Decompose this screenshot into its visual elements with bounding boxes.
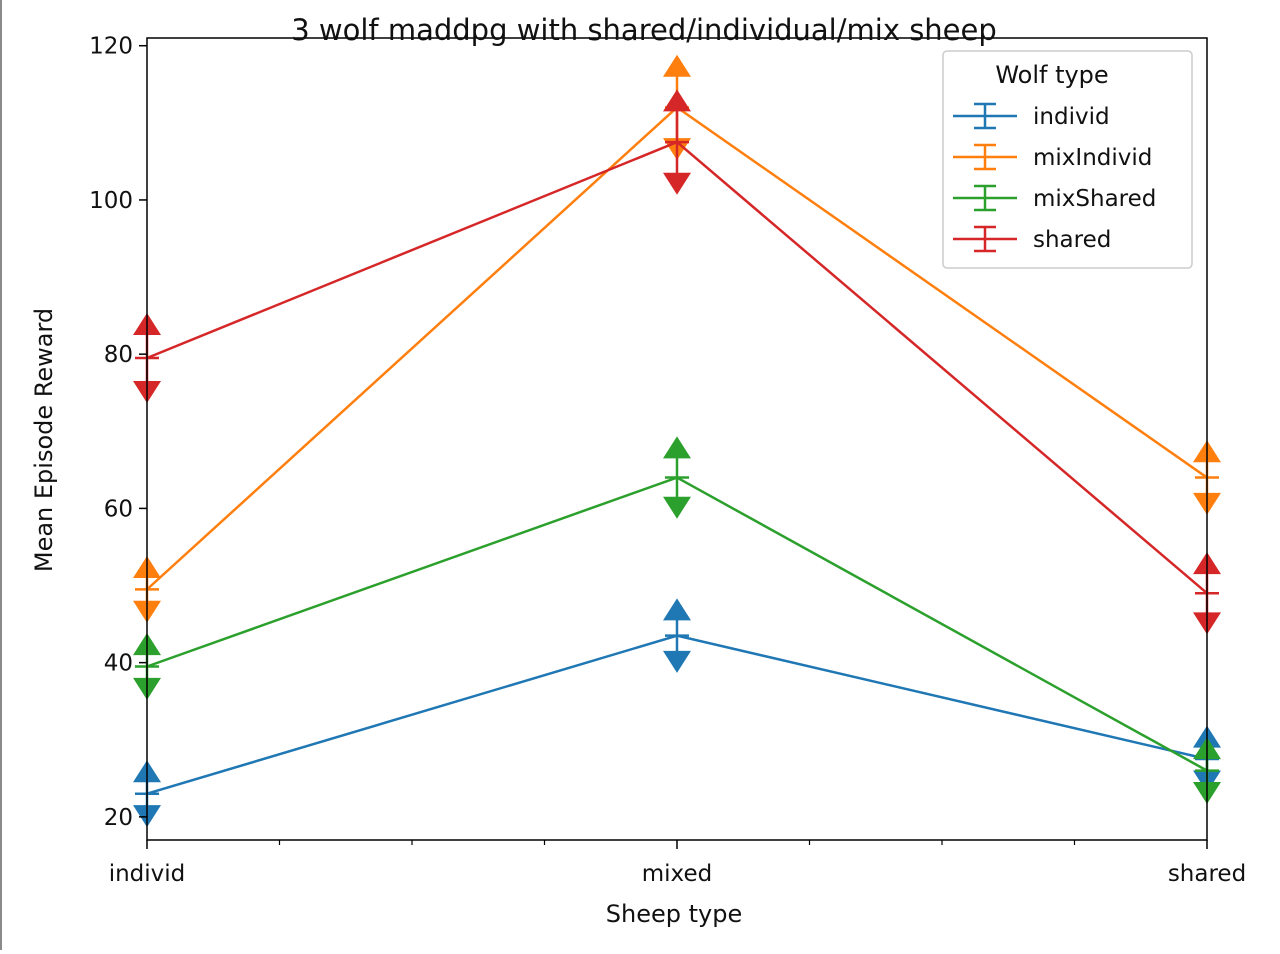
legend-entry-individ: individ — [953, 102, 1110, 130]
legend-box — [942, 50, 1193, 269]
error-cap-upper — [663, 436, 691, 459]
error-cap-lower — [663, 650, 691, 673]
x-tick-label: mixed — [642, 861, 712, 887]
y-axis-label: Mean Episode Reward — [30, 308, 58, 572]
y-tick-label: 20 — [104, 805, 133, 831]
legend-label: individ — [1033, 104, 1110, 130]
y-axis: 20 40 60 80 100 120 — [89, 34, 147, 831]
error-cap-upper — [663, 598, 691, 621]
series-individ — [133, 598, 1221, 828]
chart-title: 3 wolf maddpg with shared/individual/mix… — [291, 13, 997, 47]
error-cap-lower — [663, 496, 691, 519]
y-tick-label: 100 — [89, 188, 133, 214]
legend-label: mixShared — [1033, 186, 1156, 212]
y-tick-label: 80 — [104, 342, 133, 368]
error-cap-upper — [663, 89, 691, 112]
legend-entry-mixIndivid: mixIndivid — [953, 143, 1152, 171]
legend: Wolf type individ mixIndivid mixShared shar… — [942, 50, 1193, 269]
legend-entries: individ mixIndivid mixShared shared — [953, 102, 1156, 253]
legend-label: mixIndivid — [1033, 145, 1152, 171]
error-cap-lower — [663, 172, 691, 195]
y-tick-label: 120 — [89, 34, 133, 60]
error-cap-upper — [663, 54, 691, 77]
legend-entry-shared: shared — [953, 225, 1111, 253]
legend-title: Wolf type — [995, 61, 1108, 89]
x-axis: individ mixed shared — [109, 840, 1246, 887]
x-tick-label: individ — [109, 861, 186, 887]
x-tick-label: shared — [1168, 861, 1246, 887]
legend-label: shared — [1033, 227, 1111, 253]
y-tick-label: 40 — [104, 651, 133, 677]
x-axis-label: Sheep type — [606, 900, 742, 928]
legend-entry-mixShared: mixShared — [953, 184, 1156, 212]
y-tick-label: 60 — [104, 496, 133, 522]
